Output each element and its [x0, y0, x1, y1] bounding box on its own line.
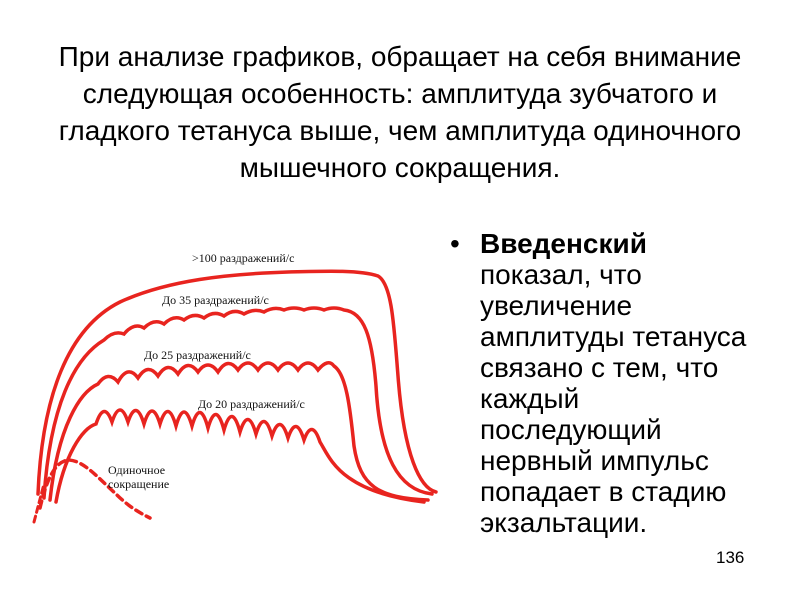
bullet-bold-name: Введенский — [480, 228, 647, 259]
bullet-block: • Введенский показал, что увеличение амп… — [446, 228, 766, 538]
tetanus-figure: >100 раздражений/с До 35 раздражений/с Д… — [28, 236, 438, 526]
curve-baseline — [32, 482, 46, 524]
curve-dentate-tetanus-35 — [42, 306, 434, 500]
label-25-stimuli: До 25 раздражений/с — [144, 348, 251, 362]
tetanus-curves-svg: >100 раздражений/с До 35 раздражений/с Д… — [32, 251, 438, 524]
label-single-twitch-line2: сокращение — [108, 477, 169, 491]
slide-title: При анализе графиков, обращает на себя в… — [58, 41, 742, 183]
bullet-item: • Введенский показал, что увеличение амп… — [446, 228, 766, 538]
curve-smooth-tetanus-100 — [36, 269, 438, 496]
bullet-list: • Введенский показал, что увеличение амп… — [446, 228, 766, 538]
curve-dentate-tetanus-20 — [54, 408, 426, 504]
label-35-stimuli: До 35 раздражений/с — [162, 293, 269, 307]
label-20-stimuli: До 20 раздражений/с — [198, 397, 305, 411]
label-single-twitch-line1: Одиночное — [108, 463, 165, 477]
bullet-text: показал, что увеличение амплитуды тетану… — [480, 259, 747, 538]
page-number: 136 — [716, 548, 745, 567]
label-100-stimuli: >100 раздражений/с — [192, 251, 294, 265]
curve-dentate-tetanus-25 — [48, 361, 430, 502]
bullet-marker: • — [450, 228, 460, 259]
curve-single-twitch — [38, 458, 152, 520]
